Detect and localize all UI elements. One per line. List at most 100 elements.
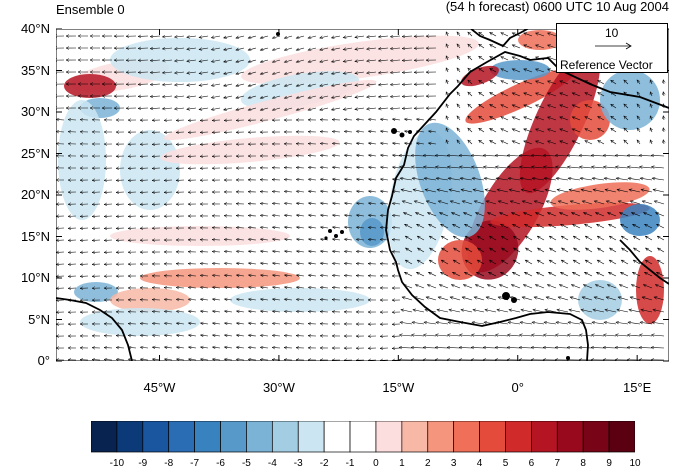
wind-vector	[320, 143, 329, 144]
wind-vector	[495, 155, 509, 156]
wind-vector	[390, 36, 401, 37]
wind-vector	[248, 107, 257, 110]
wind-vector	[284, 83, 293, 86]
wind-vector	[428, 143, 437, 144]
wind-vector	[446, 56, 448, 61]
wind-vector	[116, 359, 125, 360]
wind-vector	[520, 178, 533, 180]
wind-vector	[546, 297, 557, 301]
wind-vector	[260, 251, 269, 252]
wind-vector	[188, 347, 197, 348]
wind-vector	[543, 335, 557, 336]
wind-vector	[356, 203, 365, 204]
wind-vector	[545, 310, 557, 313]
wind-vector	[236, 347, 245, 348]
anomaly-patch	[230, 288, 370, 312]
wind-vector	[457, 104, 461, 109]
wind-vector	[236, 275, 245, 276]
wind-vector	[390, 48, 401, 49]
wind-vector	[212, 251, 221, 252]
wind-vector	[450, 201, 461, 205]
wind-vector	[437, 190, 449, 193]
wind-vector	[248, 71, 257, 74]
wind-vector	[344, 131, 353, 132]
wind-vector	[260, 335, 269, 336]
colorbar-label: -5	[241, 458, 251, 469]
wind-vector	[435, 167, 449, 168]
wind-vector	[296, 323, 305, 324]
wind-vector	[272, 287, 281, 288]
wind-vector	[236, 84, 245, 86]
wind-vector	[567, 335, 581, 336]
wind-vector	[296, 83, 305, 86]
wind-vector	[402, 84, 413, 85]
wind-vector	[296, 167, 305, 168]
wind-vector	[367, 84, 377, 85]
wind-vector	[260, 263, 269, 264]
wind-vector	[450, 297, 461, 301]
wind-vector	[435, 335, 449, 336]
wind-vector	[332, 215, 341, 216]
wind-vector	[140, 359, 149, 360]
wind-vector	[356, 119, 365, 120]
wind-vector	[571, 213, 581, 217]
wind-vector	[572, 81, 581, 85]
wind-vector	[501, 141, 509, 145]
colorbar-label: -6	[216, 458, 225, 469]
wind-vector	[560, 81, 569, 85]
wind-vector	[447, 155, 461, 156]
wind-vector	[548, 45, 557, 49]
wind-vector	[296, 191, 305, 192]
wind-vector	[320, 167, 329, 168]
wind-vector	[460, 178, 473, 180]
colorbar-label: -10	[109, 458, 125, 469]
wind-vector	[308, 155, 317, 156]
wind-vector	[260, 47, 269, 50]
wind-vector	[175, 96, 185, 97]
wind-vector	[308, 215, 317, 216]
wind-vector	[380, 203, 389, 204]
wind-vector	[367, 48, 377, 49]
wind-vector	[490, 68, 497, 73]
wind-vector	[308, 35, 317, 38]
wind-vector	[468, 92, 473, 97]
wind-vector	[368, 215, 377, 216]
wind-vector	[479, 80, 485, 85]
wind-vector	[320, 72, 329, 74]
colorbar-label: 6	[528, 458, 535, 469]
wind-vector	[368, 191, 377, 192]
wind-vector	[449, 310, 461, 313]
wind-vector	[355, 48, 365, 49]
reference-vector-label: Reference Vector	[560, 58, 653, 72]
wind-vector	[473, 190, 485, 193]
wind-vector	[446, 128, 448, 133]
wind-vector	[537, 236, 545, 241]
wind-vector	[331, 48, 341, 50]
colorbar-swatch	[531, 421, 558, 453]
latitude-label: 10°N	[20, 270, 50, 285]
longitude-label: 0°	[511, 380, 524, 395]
wind-vector	[140, 347, 149, 348]
wind-vector	[175, 60, 185, 61]
wind-vector	[260, 215, 269, 216]
wind-vector	[211, 108, 221, 110]
wind-vector	[475, 213, 485, 217]
wind-vector	[490, 92, 497, 97]
wind-vector	[332, 275, 341, 276]
wind-vector	[212, 287, 221, 288]
colorbar-swatch	[220, 421, 247, 453]
wind-vector	[296, 263, 305, 264]
wind-vector	[402, 201, 413, 205]
wind-vector	[414, 201, 425, 205]
wind-vector	[320, 108, 329, 110]
wind-vector	[380, 155, 389, 156]
wind-vector	[557, 190, 569, 193]
wind-vector	[561, 236, 569, 241]
wind-vector	[355, 84, 365, 85]
wind-vector	[585, 93, 593, 97]
wind-vector	[462, 201, 473, 205]
wind-vector	[567, 347, 581, 348]
colorbar-swatch	[194, 421, 221, 453]
wind-vector	[392, 119, 401, 120]
wind-vector	[512, 129, 521, 133]
